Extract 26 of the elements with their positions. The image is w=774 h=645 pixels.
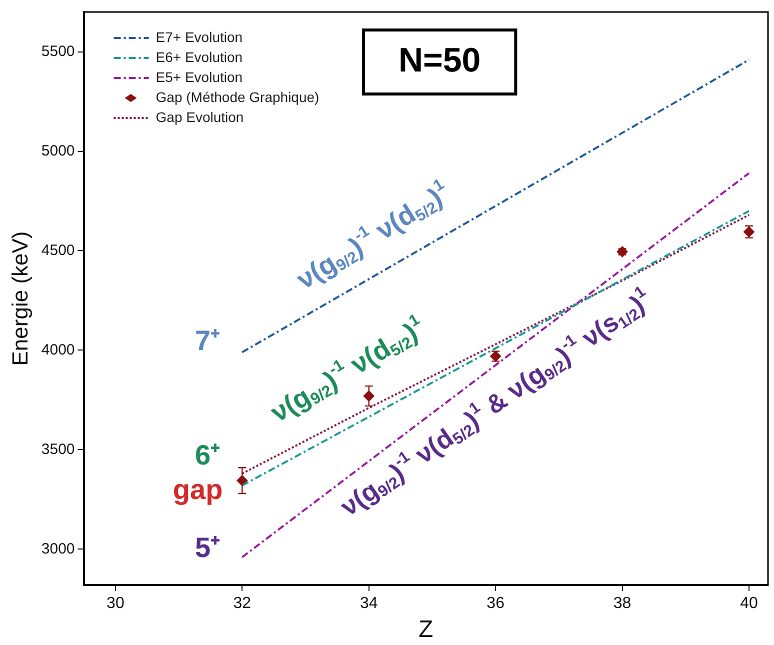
x-tick-label: 34 (360, 595, 378, 612)
annotation: 5⁺ (195, 532, 220, 563)
y-tick-label: 3500 (41, 440, 75, 458)
x-tick-label: 36 (486, 595, 505, 612)
x-tick-label: 30 (106, 595, 124, 612)
annotation: 6⁺ (195, 439, 220, 470)
x-axis-title: Z (418, 616, 434, 644)
x-tick-label: 38 (613, 595, 632, 612)
annotation: N=50 (398, 41, 481, 80)
annotation: ν(g9/2)-1 ν(d5/2)1 (265, 311, 423, 428)
legend-label: E5+ Evolution (156, 68, 243, 85)
legend-label: Gap (Méthode Graphique) (156, 88, 320, 105)
y-tick-label: 5000 (41, 142, 75, 160)
y-tick-label: 4500 (41, 242, 75, 259)
legend-label: E6+ Evolution (156, 48, 243, 65)
annotation: ν(g9/2)-1 ν(d5/2)1 (291, 176, 448, 295)
annotation: 7⁺ (195, 324, 220, 356)
y-tick-label: 5500 (41, 42, 75, 60)
y-tick-label: 4000 (41, 341, 75, 358)
legend-label: Gap Evolution (156, 108, 244, 125)
x-tick-label: 40 (740, 595, 758, 612)
x-tick-label: 32 (233, 595, 252, 612)
legend-label: E7+ Evolution (156, 28, 243, 45)
annotation: gap (172, 474, 223, 506)
y-tick-label: 3000 (41, 540, 75, 558)
y-axis-title: Energie (keV) (7, 231, 32, 366)
